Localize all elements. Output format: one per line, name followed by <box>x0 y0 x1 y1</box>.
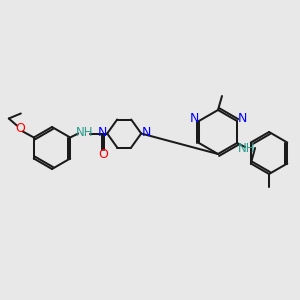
Text: N: N <box>98 126 107 139</box>
Text: NH: NH <box>238 142 256 154</box>
Text: O: O <box>15 122 25 135</box>
Text: N: N <box>237 112 247 125</box>
Text: NH: NH <box>75 126 93 139</box>
Text: N: N <box>142 126 151 139</box>
Text: O: O <box>98 148 108 161</box>
Text: N: N <box>189 112 199 125</box>
